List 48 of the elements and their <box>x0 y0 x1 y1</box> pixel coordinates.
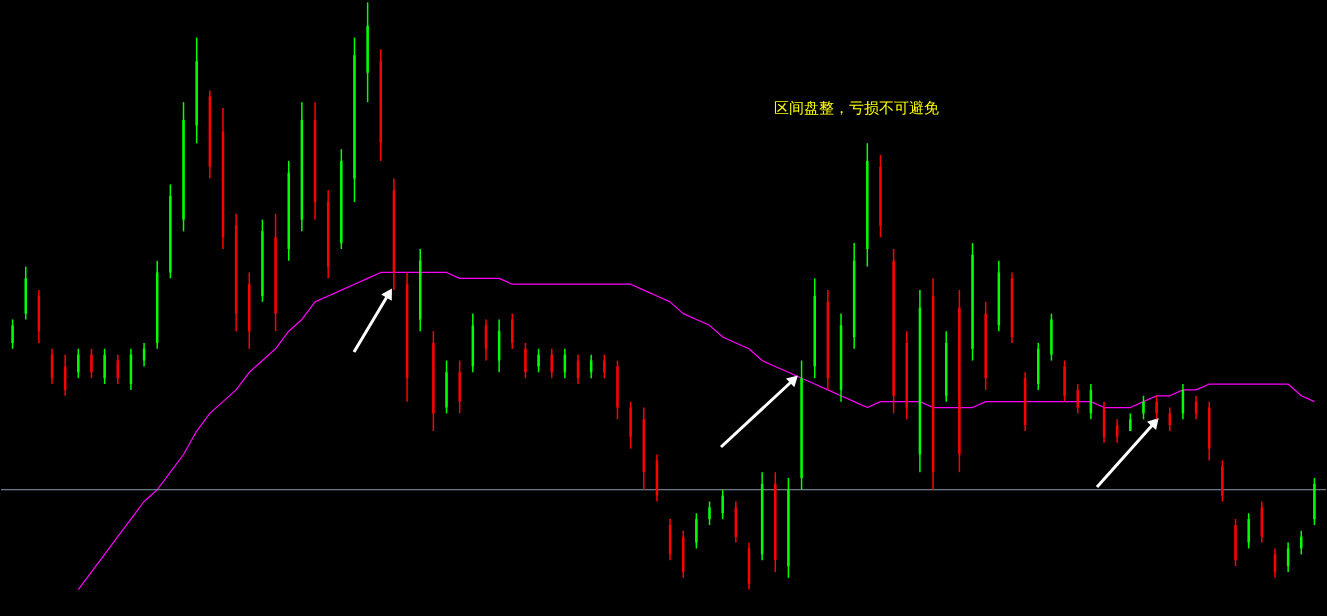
candlestick <box>1129 412 1132 432</box>
candlestick <box>458 359 461 415</box>
candlestick <box>537 348 540 374</box>
candlestick <box>1050 312 1053 362</box>
candlestick <box>629 400 632 450</box>
candlestick <box>603 353 606 379</box>
candlestick <box>984 301 987 391</box>
candlestick <box>879 154 882 238</box>
candlestick <box>169 183 172 280</box>
candlestick <box>1221 459 1224 503</box>
candlestick <box>1300 530 1303 556</box>
candlestick <box>182 101 185 233</box>
candlestick <box>971 242 974 362</box>
candlestick <box>550 348 553 379</box>
candlestick <box>1234 518 1237 567</box>
candlestick <box>892 248 895 415</box>
candlestick <box>77 348 80 379</box>
candlestick <box>432 330 435 432</box>
candlestick <box>1247 512 1250 550</box>
candlestick <box>1037 342 1040 391</box>
candlestick <box>103 348 106 385</box>
candlestick <box>1063 359 1066 403</box>
candlestick <box>958 289 961 473</box>
candlestick <box>1313 477 1316 526</box>
candlestick <box>708 500 711 526</box>
candlestick <box>524 342 527 379</box>
candlestick <box>353 36 356 203</box>
candlestick <box>195 36 198 145</box>
candlestick <box>616 359 619 421</box>
candlestick <box>1155 395 1158 421</box>
candlestick <box>340 148 343 250</box>
candlestick <box>261 218 264 303</box>
candlestick <box>813 277 816 379</box>
candlestick <box>800 359 803 491</box>
candlestick <box>366 1 369 103</box>
candlestick <box>274 213 277 332</box>
candlestick <box>511 312 514 350</box>
candlestick <box>445 359 448 415</box>
candlestick <box>11 318 14 350</box>
candlestick <box>721 489 724 520</box>
candlestick <box>866 142 869 268</box>
candlestick <box>695 512 698 550</box>
candlestick <box>787 477 790 579</box>
candlestick <box>774 471 777 573</box>
candlestick <box>1076 383 1079 415</box>
candlestick <box>90 348 93 379</box>
candlestick <box>1142 395 1145 421</box>
annotation: 区间盘整，亏损不可避免 <box>774 99 940 117</box>
